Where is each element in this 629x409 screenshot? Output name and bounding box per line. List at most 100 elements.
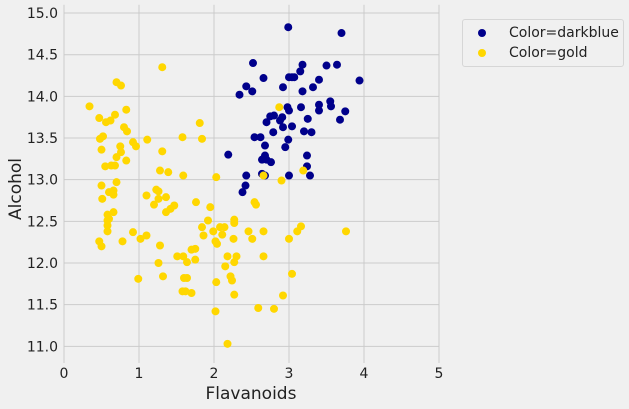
point-darkblue	[341, 107, 350, 116]
point-gold	[98, 194, 107, 203]
point-gold	[288, 269, 296, 278]
point-gold	[150, 200, 158, 209]
point-gold	[179, 171, 188, 180]
point-darkblue	[355, 76, 364, 85]
point-darkblue	[256, 133, 265, 142]
point-darkblue	[290, 73, 299, 82]
point-darkblue	[303, 151, 311, 160]
point-gold	[162, 193, 170, 202]
point-gold	[109, 190, 118, 199]
point-darkblue	[241, 181, 250, 190]
y-tick-label: 14.5	[27, 48, 58, 64]
point-darkblue	[278, 113, 287, 122]
point-darkblue	[259, 74, 268, 83]
point-darkblue	[270, 111, 278, 120]
point-darkblue	[267, 158, 275, 167]
point-gold	[122, 156, 131, 165]
point-darkblue	[224, 150, 233, 159]
point-gold	[199, 231, 208, 240]
point-gold	[154, 259, 163, 268]
point-gold	[206, 203, 215, 212]
point-gold	[162, 208, 170, 217]
point-gold	[198, 134, 206, 143]
point-gold	[123, 127, 131, 136]
point-gold	[142, 231, 151, 240]
point-darkblue	[306, 171, 314, 180]
point-gold	[221, 262, 230, 271]
point-gold	[181, 287, 190, 296]
point-gold	[97, 181, 106, 190]
point-gold	[213, 239, 221, 248]
point-gold	[342, 227, 350, 236]
x-tick-label: 1	[135, 366, 144, 382]
point-gold	[183, 274, 191, 283]
grid-lines	[63, 4, 440, 363]
point-gold	[212, 278, 221, 287]
point-gold	[85, 102, 94, 111]
y-tick-label: 15.0	[27, 6, 58, 22]
point-gold	[279, 291, 287, 300]
legend-item-darkblue: Color=darkblue	[463, 23, 619, 43]
point-gold	[103, 221, 112, 230]
point-gold	[103, 227, 112, 236]
point-gold	[142, 191, 151, 200]
point-darkblue	[288, 122, 296, 131]
legend-marker-darkblue	[478, 29, 486, 37]
point-gold	[111, 161, 119, 170]
point-gold	[259, 227, 268, 236]
point-gold	[158, 147, 167, 156]
y-tick-label: 13.5	[27, 131, 58, 147]
point-darkblue	[309, 83, 317, 92]
point-gold	[211, 307, 220, 316]
y-axis-label: Alcohol	[6, 158, 26, 220]
point-gold	[252, 200, 260, 209]
y-tick-label: 11.5	[27, 298, 58, 314]
point-darkblue	[337, 29, 346, 38]
y-tick-label: 12.5	[27, 214, 58, 230]
point-darkblue	[307, 128, 316, 137]
point-gold	[297, 222, 305, 231]
point-gold	[183, 258, 191, 267]
point-darkblue	[235, 90, 244, 99]
point-gold	[254, 304, 263, 313]
x-tick-label: 5	[435, 366, 444, 382]
point-gold	[277, 176, 286, 185]
point-gold	[299, 166, 308, 175]
point-gold	[204, 216, 212, 225]
point-gold	[101, 162, 110, 171]
point-gold	[109, 208, 118, 217]
point-gold	[275, 103, 284, 112]
point-gold	[178, 133, 187, 142]
point-gold	[97, 242, 106, 251]
point-darkblue	[300, 127, 308, 136]
point-darkblue	[298, 60, 307, 69]
point-darkblue	[303, 114, 312, 123]
point-gold	[212, 173, 221, 182]
y-tick-label: 14.0	[27, 89, 58, 105]
point-darkblue	[269, 128, 278, 137]
y-tick-labels: 11.0 11.5 12.0 12.5 13.0 13.5 14.0 14.5 15.0	[27, 6, 58, 355]
x-tick-labels: 0 1 2 3 4 5	[60, 366, 444, 382]
point-gold	[99, 132, 107, 141]
point-gold	[218, 230, 227, 239]
legend-label: Color=darkblue	[509, 25, 619, 41]
point-gold	[248, 234, 257, 243]
point-gold	[106, 116, 115, 125]
point-gold	[179, 252, 188, 261]
point-darkblue	[250, 133, 259, 142]
point-gold	[198, 223, 206, 232]
point-gold	[223, 252, 232, 261]
point-darkblue	[261, 141, 269, 150]
point-gold	[117, 81, 125, 90]
point-darkblue	[298, 87, 307, 96]
point-darkblue	[284, 135, 293, 144]
y-tick-label: 13.0	[27, 173, 58, 189]
point-gold	[244, 227, 253, 236]
point-darkblue	[279, 83, 287, 92]
data-points	[85, 23, 364, 348]
x-tick-label: 2	[210, 366, 219, 382]
x-axis-label: Flavanoids	[206, 384, 297, 404]
point-gold	[116, 142, 125, 151]
point-darkblue	[281, 143, 290, 152]
x-tick-label: 4	[360, 366, 369, 382]
